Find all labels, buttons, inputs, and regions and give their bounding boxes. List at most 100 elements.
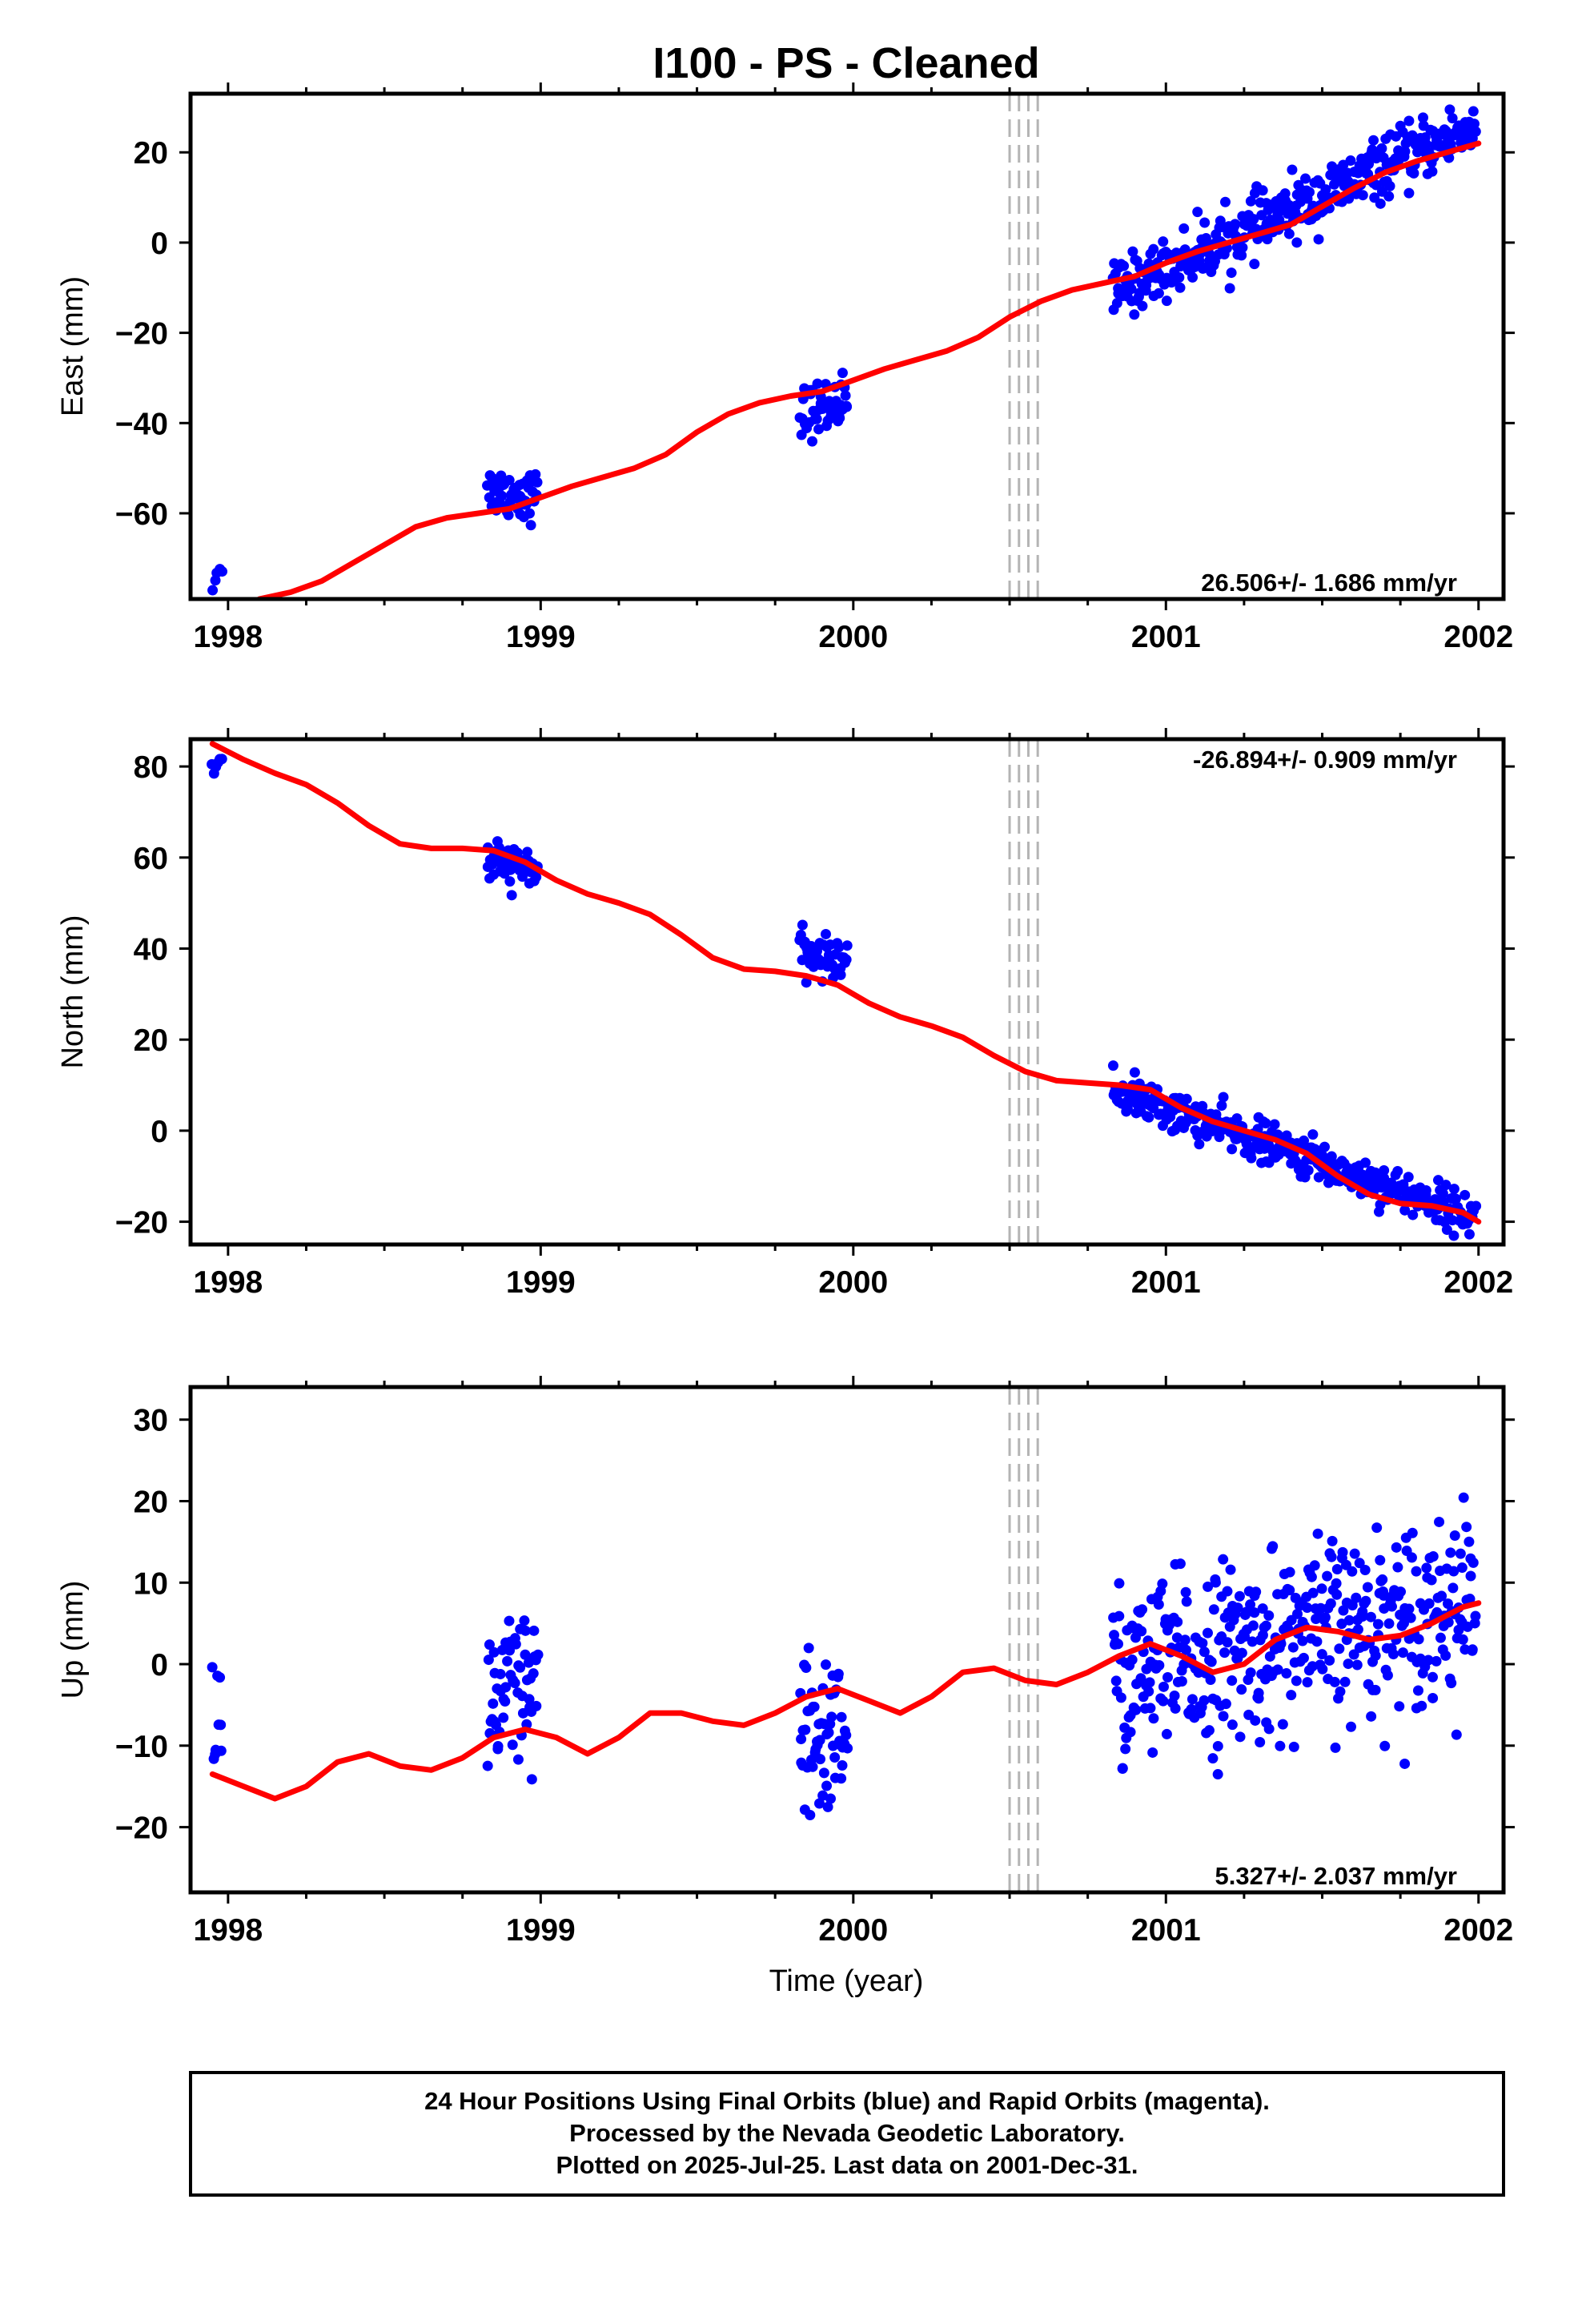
data-point xyxy=(833,942,845,953)
data-point xyxy=(1158,236,1169,247)
data-point xyxy=(502,1655,513,1667)
data-point xyxy=(1391,1542,1402,1553)
x-tick-label: 2002 xyxy=(1443,1265,1513,1300)
data-point xyxy=(483,1655,494,1666)
data-point xyxy=(797,919,808,931)
data-point xyxy=(512,1754,524,1765)
data-point xyxy=(813,424,825,435)
data-point xyxy=(1222,1637,1233,1648)
data-point xyxy=(1269,1119,1280,1130)
data-point xyxy=(1447,113,1458,124)
data-point xyxy=(207,1662,218,1673)
x-tick-label: 2000 xyxy=(818,620,888,654)
data-point xyxy=(1326,1151,1337,1162)
y-tick-label: −20 xyxy=(115,1206,168,1240)
y-tick-label: 20 xyxy=(134,1485,168,1519)
data-point xyxy=(1236,1647,1247,1659)
data-point xyxy=(215,1719,227,1731)
data-point xyxy=(1154,1660,1165,1671)
data-point xyxy=(1427,1692,1439,1703)
data-point xyxy=(1115,1692,1126,1703)
data-point xyxy=(1370,1684,1381,1695)
data-point xyxy=(215,1672,226,1683)
x-tick-label: 2001 xyxy=(1131,1913,1201,1948)
data-point xyxy=(531,1700,542,1711)
y-tick-label: −20 xyxy=(115,1811,168,1846)
data-point xyxy=(1199,1695,1210,1706)
data-point xyxy=(1137,1604,1148,1615)
data-point xyxy=(1415,1653,1426,1664)
data-point xyxy=(1169,1691,1180,1702)
data-point xyxy=(1403,115,1415,127)
data-point xyxy=(1343,1659,1354,1670)
y-tick-label: 0 xyxy=(151,227,168,261)
data-point xyxy=(1202,1627,1213,1638)
data-point xyxy=(1322,1570,1333,1582)
plot-frame xyxy=(188,1385,1506,1895)
data-point xyxy=(836,1711,847,1723)
data-point xyxy=(1470,126,1481,137)
data-point xyxy=(1371,1522,1383,1534)
y-tick-label: −10 xyxy=(115,1730,168,1764)
data-point xyxy=(1120,1743,1131,1755)
data-point xyxy=(1158,1681,1169,1692)
data-point xyxy=(814,1798,825,1809)
data-point xyxy=(803,1642,814,1654)
data-point xyxy=(487,858,498,870)
data-point xyxy=(1387,1649,1399,1660)
data-point xyxy=(1157,1578,1168,1590)
y-axis-label: East (mm) xyxy=(56,276,90,416)
data-point xyxy=(1440,1650,1452,1661)
data-point xyxy=(809,1701,820,1712)
data-point xyxy=(1411,1566,1422,1577)
data-point xyxy=(488,1698,499,1709)
data-point xyxy=(1111,298,1122,309)
data-point xyxy=(1324,1655,1335,1666)
data-point xyxy=(1327,1535,1338,1546)
data-point xyxy=(1235,1731,1246,1743)
data-point xyxy=(500,1695,511,1707)
data-point xyxy=(1329,1676,1340,1687)
x-axis-title: Time (year) xyxy=(769,1964,924,1998)
data-point xyxy=(1468,106,1479,117)
data-point xyxy=(1186,1694,1198,1705)
data-point xyxy=(532,1649,544,1660)
data-point xyxy=(1287,1642,1299,1653)
data-point xyxy=(519,1615,530,1626)
data-point xyxy=(528,1668,539,1679)
data-point xyxy=(520,1625,531,1636)
data-point xyxy=(1174,272,1185,283)
data-point xyxy=(1107,1060,1118,1072)
data-point xyxy=(1307,1587,1319,1598)
data-point xyxy=(1186,1703,1197,1715)
data-point xyxy=(1412,1685,1423,1696)
data-point xyxy=(1455,1548,1466,1559)
data-point xyxy=(1112,1638,1123,1650)
data-point xyxy=(1179,1634,1191,1646)
data-point xyxy=(829,1751,841,1763)
data-point xyxy=(1434,1516,1445,1527)
footer-line-3: Plotted on 2025-Jul-25. Last data on 200… xyxy=(556,2151,1138,2179)
data-point xyxy=(1399,1758,1411,1769)
data-point xyxy=(1464,1594,1476,1605)
footer-box: 24 Hour Positions Using Final Orbits (bl… xyxy=(189,2071,1505,2197)
data-point xyxy=(1458,1492,1469,1503)
data-point xyxy=(1315,1602,1327,1614)
data-point xyxy=(821,1659,832,1671)
data-point xyxy=(840,390,851,401)
data-point xyxy=(1137,300,1148,312)
data-point xyxy=(1303,1164,1314,1176)
data-point xyxy=(1357,1606,1368,1617)
y-axis-label: Up (mm) xyxy=(56,1581,90,1699)
data-point xyxy=(1218,1092,1229,1103)
data-point xyxy=(1407,1209,1419,1220)
data-point xyxy=(1205,1674,1216,1685)
data-point xyxy=(1386,1601,1397,1612)
data-point xyxy=(1203,1581,1214,1592)
data-point xyxy=(1253,1687,1264,1699)
data-point xyxy=(1127,246,1138,257)
data-point xyxy=(495,1668,506,1679)
data-point xyxy=(1449,1530,1460,1541)
data-point xyxy=(841,954,852,965)
